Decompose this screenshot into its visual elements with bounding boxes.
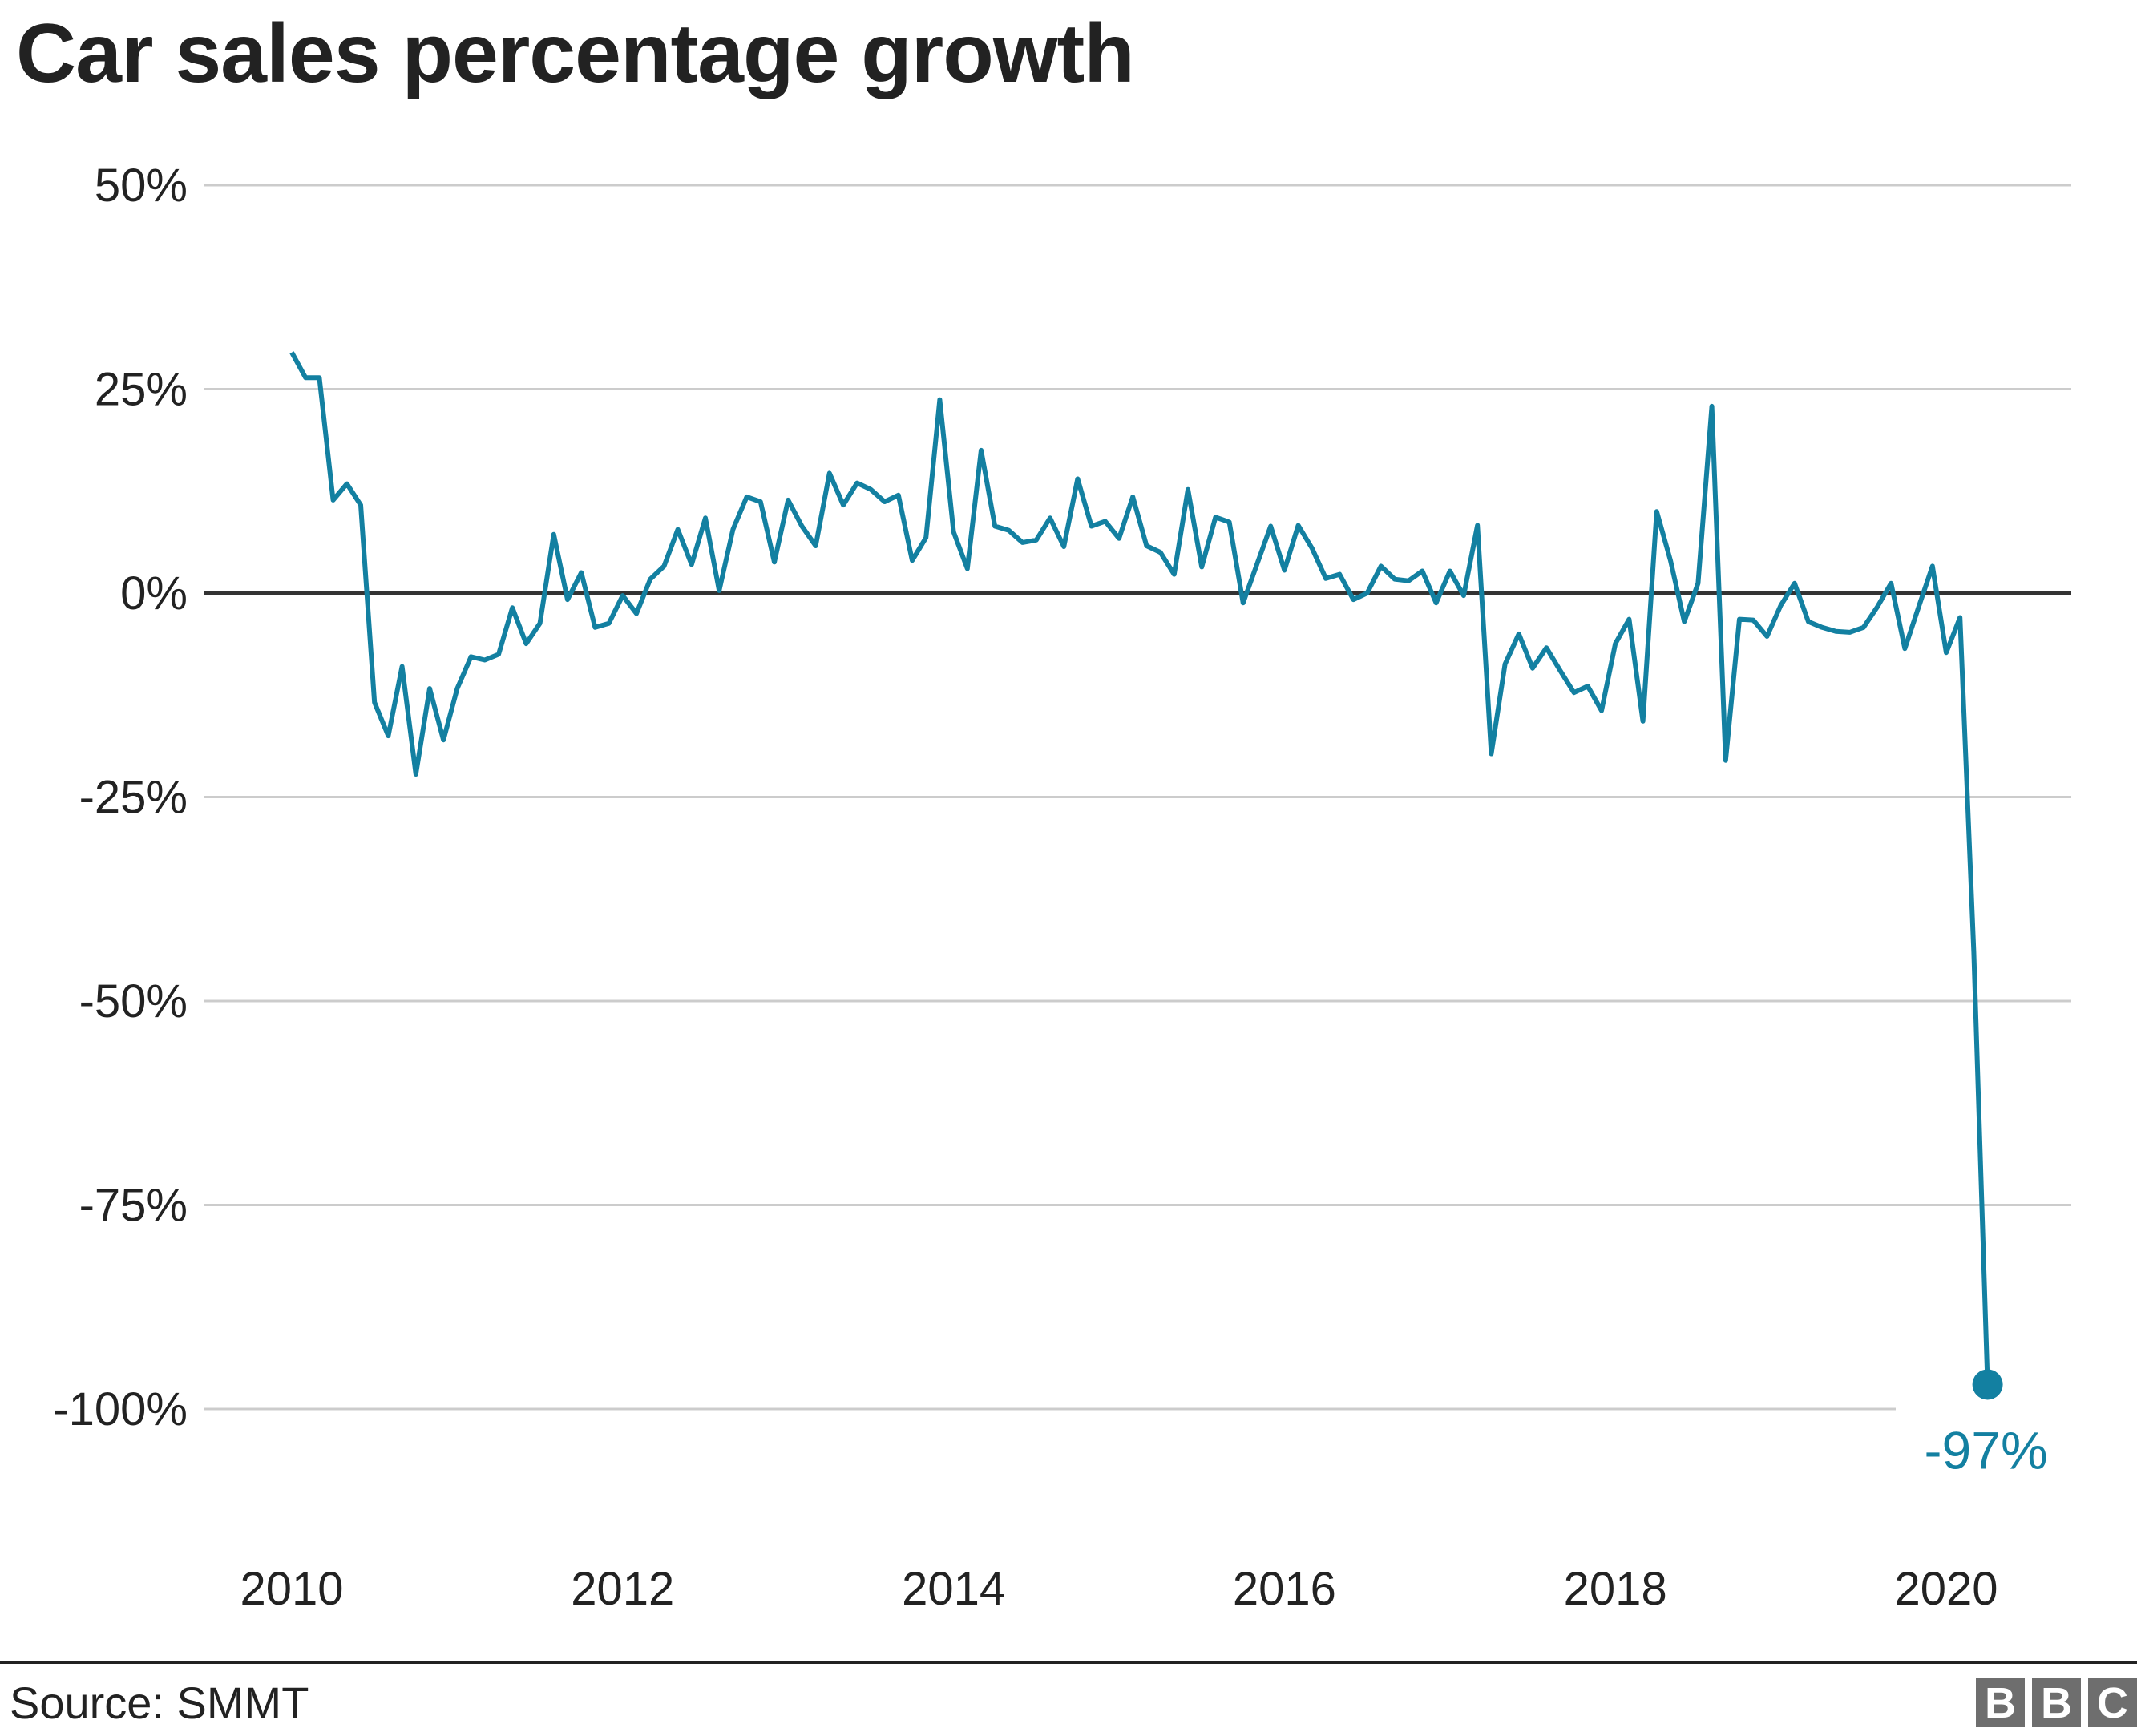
series-line [289,351,1990,1385]
x-tick-label: 2010 [240,1563,343,1615]
logo-letter-c: C [2088,1678,2137,1727]
chart-title: Car sales percentage growth [16,7,1135,100]
y-tick-label: -75% [79,1180,188,1232]
x-tick-label: 2020 [1894,1563,1998,1615]
x-tick-label: 2018 [1564,1563,1667,1615]
end-point-marker [1972,1369,2003,1400]
x-tick-label: 2016 [1233,1563,1336,1615]
line-chart: 50%25%0%-25%-50%-75%-100% 2010 2012 2014 20… [53,159,2071,1615]
annotation-group: -97% [1925,1369,2048,1480]
y-axis-ticks: 50% 25% 0% -25% -50% -75% -100% [53,159,188,1435]
gridlines [204,184,2071,1411]
logo-letter-b1: B [1976,1678,2025,1727]
y-tick-label: -100% [53,1383,188,1435]
series-line-group [289,351,1990,1385]
x-axis-ticks: 2010 2012 2014 2016 2018 2020 [240,1563,1998,1615]
logo-letter-b2: B [2032,1678,2081,1727]
footer-divider [0,1661,2137,1664]
end-value-label: -97% [1925,1420,2048,1480]
source-text: Source: SMMT [10,1677,309,1728]
y-tick-label: 25% [95,364,188,416]
x-tick-label: 2014 [902,1563,1005,1615]
y-tick-label: 0% [120,567,188,620]
y-tick-label: -25% [79,772,188,824]
y-tick-label: 50% [95,159,188,212]
x-tick-label: 2012 [571,1563,674,1615]
y-tick-label: -50% [79,975,188,1027]
bbc-logo: B B C [1976,1678,2137,1727]
